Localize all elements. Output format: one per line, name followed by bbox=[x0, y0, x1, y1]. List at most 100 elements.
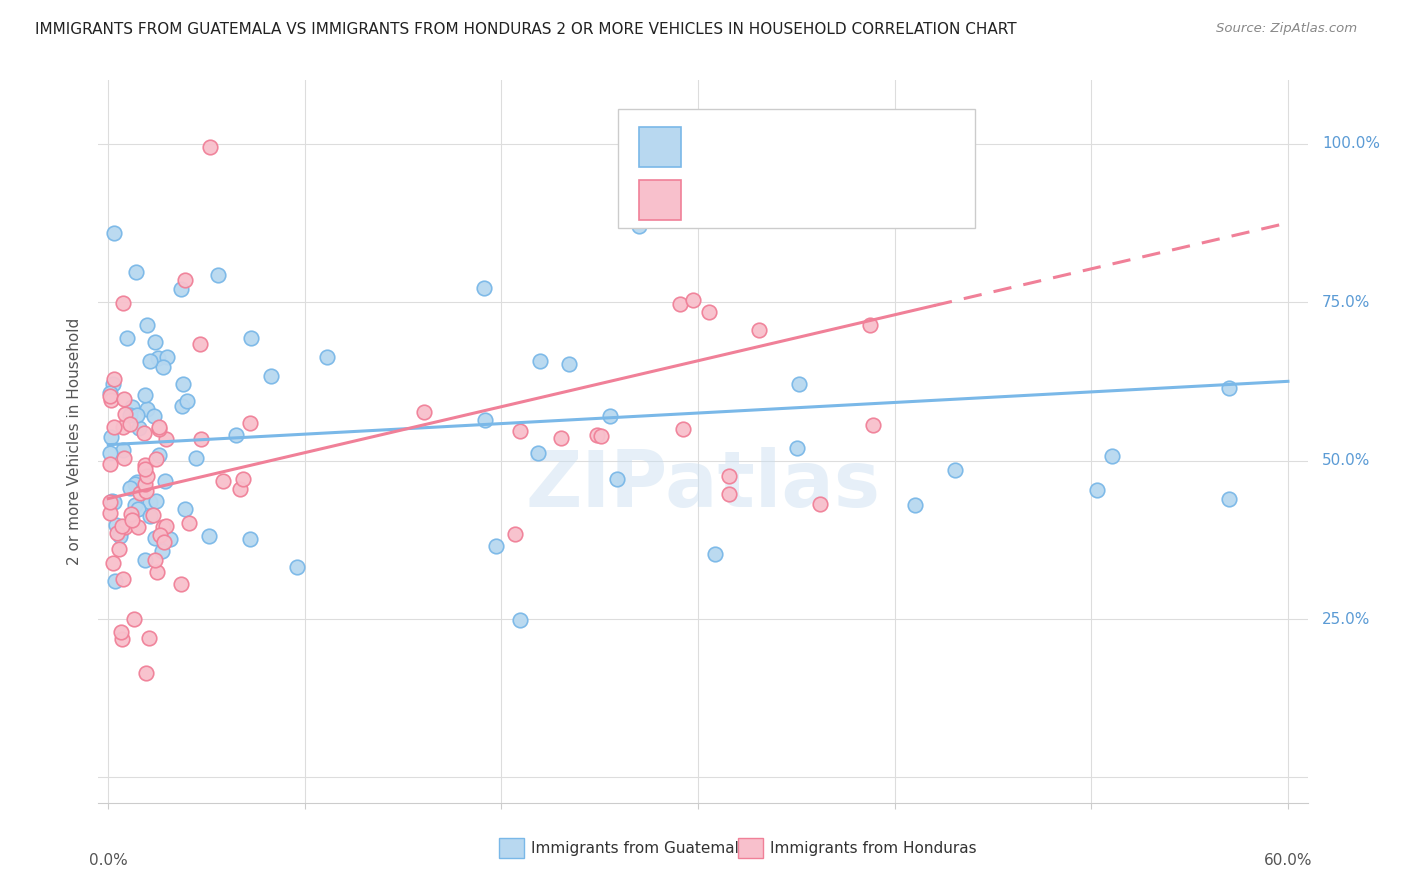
Point bbox=[509, 613, 531, 627]
Point bbox=[108, 525, 131, 540]
Point bbox=[115, 331, 138, 345]
Point bbox=[98, 506, 121, 520]
Point bbox=[125, 408, 148, 422]
Point bbox=[172, 399, 194, 413]
Point bbox=[316, 350, 339, 364]
Point bbox=[207, 268, 229, 282]
Point bbox=[717, 487, 740, 501]
Point bbox=[134, 426, 156, 441]
Point bbox=[170, 577, 193, 591]
Point bbox=[239, 416, 262, 430]
Point bbox=[134, 462, 156, 476]
FancyBboxPatch shape bbox=[619, 109, 976, 228]
FancyBboxPatch shape bbox=[638, 180, 682, 219]
Point bbox=[152, 359, 174, 374]
Point bbox=[125, 265, 148, 279]
Point bbox=[120, 508, 142, 522]
Point bbox=[153, 535, 176, 549]
Point bbox=[748, 323, 770, 337]
Point bbox=[121, 513, 143, 527]
Point bbox=[1101, 450, 1123, 464]
Point bbox=[114, 407, 136, 421]
Text: 75.0%: 75.0% bbox=[1322, 294, 1371, 310]
Point bbox=[110, 625, 132, 640]
Point bbox=[150, 543, 173, 558]
Point bbox=[103, 372, 125, 386]
Point bbox=[111, 419, 134, 434]
Point bbox=[159, 532, 181, 546]
Point bbox=[112, 392, 135, 406]
Point bbox=[110, 632, 132, 646]
Point bbox=[862, 418, 884, 433]
Point bbox=[120, 481, 142, 495]
Text: ZIPatlas: ZIPatlas bbox=[526, 447, 880, 523]
Text: Source: ZipAtlas.com: Source: ZipAtlas.com bbox=[1216, 22, 1357, 36]
Point bbox=[1085, 483, 1108, 497]
Point bbox=[101, 377, 124, 392]
Point bbox=[143, 553, 166, 567]
Point bbox=[145, 494, 167, 508]
Point bbox=[174, 501, 197, 516]
Point bbox=[148, 448, 170, 462]
Point bbox=[111, 519, 134, 533]
Point bbox=[139, 353, 162, 368]
Point bbox=[156, 351, 179, 365]
Point bbox=[599, 409, 621, 424]
Point bbox=[155, 432, 177, 446]
Point bbox=[173, 273, 195, 287]
Text: 50.0%: 50.0% bbox=[1322, 453, 1371, 468]
Point bbox=[129, 486, 152, 500]
Point bbox=[148, 351, 170, 366]
Text: 0.0%: 0.0% bbox=[89, 854, 128, 869]
Point bbox=[103, 420, 125, 434]
Point bbox=[509, 424, 531, 438]
Point bbox=[529, 354, 551, 368]
Point bbox=[98, 495, 121, 509]
Point bbox=[229, 482, 252, 496]
Point bbox=[136, 402, 159, 417]
Point bbox=[859, 318, 882, 333]
Point bbox=[108, 542, 131, 557]
Point bbox=[672, 422, 695, 436]
Point bbox=[105, 525, 128, 540]
Point bbox=[112, 296, 135, 310]
Point bbox=[136, 468, 159, 483]
Point bbox=[142, 409, 165, 423]
Point bbox=[155, 519, 177, 533]
Point bbox=[190, 432, 212, 446]
Point bbox=[145, 531, 167, 545]
Point bbox=[135, 666, 157, 681]
Point bbox=[285, 560, 308, 574]
Point bbox=[128, 421, 150, 435]
Point bbox=[943, 463, 966, 477]
Point bbox=[104, 518, 127, 533]
Point bbox=[127, 520, 149, 534]
Point bbox=[485, 539, 508, 553]
Point bbox=[225, 428, 247, 442]
Point bbox=[628, 219, 651, 233]
Point bbox=[138, 508, 160, 523]
Point bbox=[669, 296, 692, 310]
Point bbox=[413, 405, 436, 419]
Point bbox=[143, 335, 166, 350]
Point bbox=[120, 409, 142, 423]
Point bbox=[98, 446, 121, 460]
Point bbox=[697, 305, 720, 319]
Point bbox=[558, 358, 581, 372]
Point bbox=[108, 529, 131, 543]
Point bbox=[152, 520, 174, 534]
Point bbox=[136, 318, 159, 332]
Point bbox=[1218, 492, 1240, 507]
Point bbox=[121, 401, 143, 415]
Point bbox=[134, 552, 156, 566]
Text: R = 0.357   N = 72: R = 0.357 N = 72 bbox=[703, 192, 903, 211]
Point bbox=[145, 452, 167, 467]
FancyBboxPatch shape bbox=[638, 128, 682, 167]
Text: Immigrants from Guatemala: Immigrants from Guatemala bbox=[531, 841, 749, 855]
Point bbox=[232, 472, 254, 486]
Point bbox=[148, 419, 170, 434]
Point bbox=[718, 469, 741, 483]
Point bbox=[134, 458, 156, 472]
Point bbox=[138, 495, 160, 509]
Point bbox=[149, 527, 172, 541]
